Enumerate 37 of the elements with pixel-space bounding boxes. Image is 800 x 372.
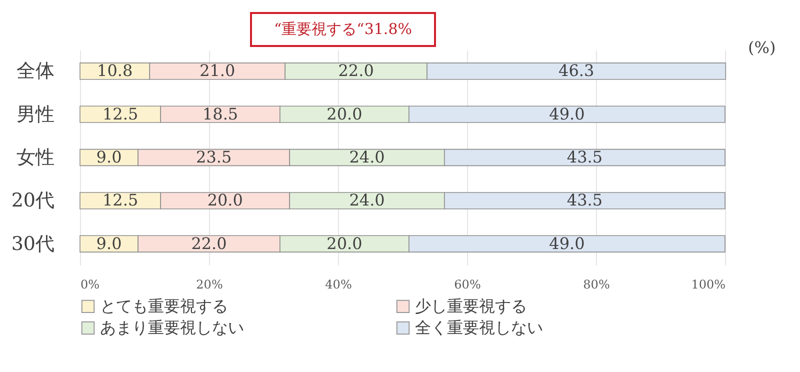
legend-label: あまり重要視しない <box>100 318 244 337</box>
data-label: 24.0 <box>349 190 385 210</box>
data-label: 9.0 <box>96 148 122 166</box>
data-label: 46.3 <box>558 61 594 80</box>
data-label: 49.0 <box>549 104 585 124</box>
data-label: 49.0 <box>549 234 585 253</box>
text: (%) <box>748 38 776 57</box>
data-label: 22.0 <box>338 61 374 80</box>
data-label: 20.0 <box>326 234 362 253</box>
x-tick-label: 60% <box>454 278 481 292</box>
y-tick-label: 男性 <box>16 103 54 126</box>
data-label: 43.5 <box>566 148 603 166</box>
data-label: 24.0 <box>349 148 385 166</box>
data-label: 12.5 <box>102 104 138 124</box>
data-label: 21.0 <box>200 61 236 80</box>
x-tick-label: 80% <box>583 278 610 292</box>
data-label: 9.0 <box>96 234 122 253</box>
y-tick-label: 全体 <box>16 60 54 82</box>
data-label: 22.0 <box>191 234 227 253</box>
data-label: 18.5 <box>202 104 238 124</box>
data-label: 23.5 <box>196 148 232 166</box>
data-label: 20.0 <box>326 104 362 124</box>
data-label: 10.8 <box>97 61 133 80</box>
y-tick-label: 女性 <box>16 146 54 168</box>
legend-label: とても重要視する <box>100 296 228 316</box>
text: “重要視する“31.8% <box>250 12 436 47</box>
data-label: 43.5 <box>566 190 603 210</box>
x-tick-label: 100% <box>691 278 726 292</box>
data-label: 12.5 <box>102 190 138 210</box>
x-tick-label: 40% <box>325 278 352 292</box>
y-tick-label: 20代 <box>11 190 54 212</box>
legend-label: 少し重要視する <box>415 296 527 316</box>
y-tick-label: 30代 <box>11 232 54 255</box>
legend-label: 全く重要視しない <box>415 318 543 337</box>
data-label: 20.0 <box>207 190 243 210</box>
x-tick-label: 0% <box>80 278 100 292</box>
x-tick-label: 20% <box>196 278 223 292</box>
